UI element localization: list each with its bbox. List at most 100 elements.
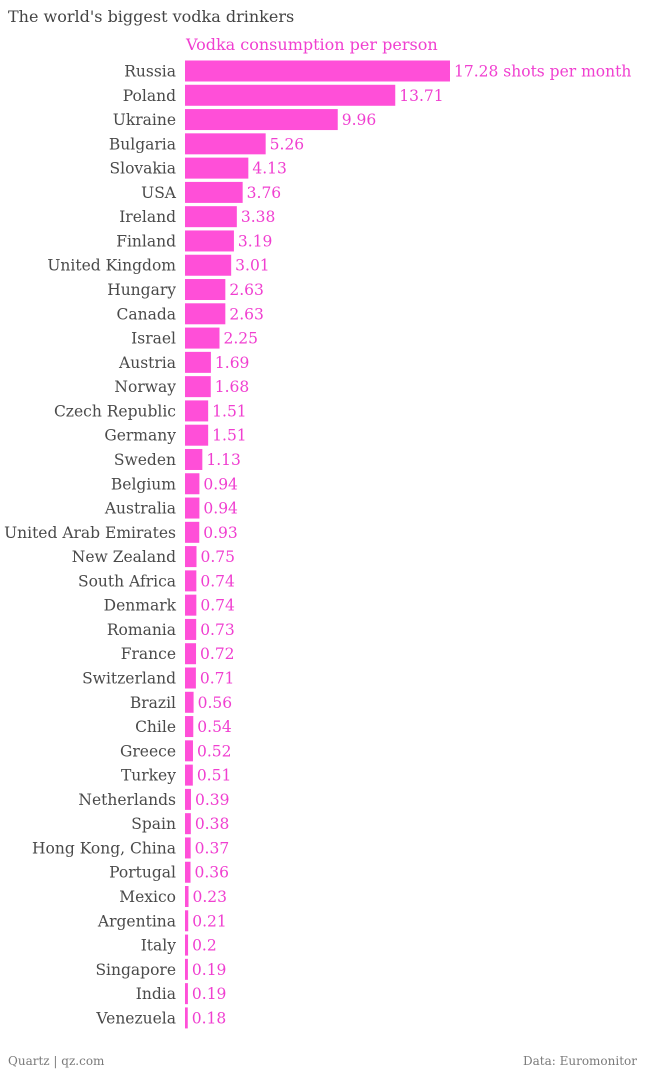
bar-row: Czech Republic 1.51 (54, 400, 247, 422)
value-label: 3.76 (247, 184, 282, 202)
bar (185, 109, 338, 131)
category-label: Spain (131, 815, 176, 833)
bar (185, 983, 188, 1005)
bar (185, 594, 197, 616)
bar (185, 157, 249, 179)
bar (185, 351, 211, 373)
category-label: Canada (117, 305, 177, 323)
bar-row: France 0.72 (121, 643, 235, 665)
value-label: 0.73 (200, 621, 235, 639)
bar (185, 84, 396, 106)
value-label: 0.93 (203, 524, 238, 542)
value-label: 0.75 (201, 548, 236, 566)
value-label: 0.38 (195, 815, 230, 833)
value-label: 0.23 (193, 888, 228, 906)
bar-row: Spain 0.38 (131, 813, 230, 835)
category-label: Germany (104, 427, 176, 445)
bar-row: Switzerland 0.71 (82, 667, 234, 689)
value-label: 1.68 (215, 378, 250, 396)
value-label: 0.74 (200, 597, 235, 615)
category-label: Netherlands (78, 791, 176, 809)
category-label: United Kingdom (47, 257, 176, 275)
category-label: Denmark (104, 597, 177, 615)
category-label: Norway (114, 378, 176, 396)
value-label: 2.63 (229, 281, 264, 299)
bar (185, 206, 237, 228)
category-label: South Africa (78, 572, 176, 590)
bar (185, 60, 450, 82)
bar-row: Romania 0.73 (107, 618, 235, 640)
bar-row: Russia 17.28 shots per month (124, 60, 631, 82)
bar (185, 400, 209, 422)
bar-row: Austria 1.69 (118, 351, 249, 373)
value-label: 1.13 (206, 451, 241, 469)
value-label: 0.37 (195, 839, 230, 857)
category-label: United Arab Emirates (4, 524, 176, 542)
category-label: Bulgaria (109, 135, 176, 153)
value-label: 9.96 (342, 111, 377, 129)
value-label: 1.51 (212, 427, 247, 445)
category-label: Israel (131, 330, 176, 348)
value-label: 17.28 shots per month (454, 63, 631, 81)
chart-title: The world's biggest vodka drinkers (8, 7, 295, 26)
bar (185, 546, 197, 568)
value-label: 0.19 (192, 985, 227, 1003)
bar (185, 521, 200, 543)
bar (185, 570, 197, 592)
category-label: Brazil (130, 694, 176, 712)
category-label: Chile (135, 718, 176, 736)
value-label: 2.25 (224, 330, 259, 348)
category-label: USA (141, 184, 177, 202)
bar-row: India 0.19 (136, 983, 227, 1005)
category-label: New Zealand (72, 548, 176, 566)
value-label: 0.51 (197, 767, 232, 785)
category-label: Portugal (109, 864, 176, 882)
bar-row: Brazil 0.56 (130, 691, 233, 713)
bar (185, 1007, 188, 1029)
category-label: France (121, 645, 176, 663)
bar (185, 934, 189, 956)
bar-row: Argentina 0.21 (97, 910, 227, 932)
bar-row: Mexico 0.23 (119, 886, 228, 908)
value-label: 4.13 (252, 160, 287, 178)
bar (185, 740, 193, 762)
bar-row: Finland 3.19 (116, 230, 272, 252)
category-label: Slovakia (110, 160, 177, 178)
category-label: Finland (116, 232, 176, 250)
category-label: Belgium (111, 475, 176, 493)
bar (185, 764, 193, 786)
value-label: 13.71 (399, 87, 443, 105)
bar (185, 327, 220, 349)
bar-row: Israel 2.25 (131, 327, 259, 349)
value-label: 0.56 (198, 694, 233, 712)
bar-row: Sweden 1.13 (114, 448, 241, 470)
bar (185, 813, 191, 835)
bar (185, 837, 191, 859)
bar-row: Portugal 0.36 (109, 861, 230, 883)
value-label: 0.94 (203, 475, 238, 493)
bar-row: USA 3.76 (141, 181, 282, 203)
value-label: 0.36 (195, 864, 230, 882)
value-label: 0.19 (192, 961, 227, 979)
bar (185, 643, 197, 665)
bar-row: Denmark 0.74 (104, 594, 235, 616)
category-label: Turkey (121, 767, 176, 785)
bar (185, 133, 266, 155)
bar (185, 376, 211, 398)
bar-row: Norway 1.68 (114, 376, 250, 398)
bar-row: Hong Kong, China 0.37 (32, 837, 230, 859)
value-label: 3.38 (241, 208, 276, 226)
bar-row: Greece 0.52 (120, 740, 231, 762)
category-label: Greece (120, 742, 176, 760)
bar-row: United Arab Emirates 0.93 (4, 521, 238, 543)
value-label: 1.51 (212, 402, 247, 420)
bar-row: Belgium 0.94 (111, 473, 238, 495)
data-source: Data: Euromonitor (522, 1054, 637, 1068)
bar (185, 424, 209, 446)
bar-row: Italy 0.2 (141, 934, 217, 956)
bar (185, 716, 194, 738)
bar (185, 618, 197, 640)
bar-row: Bulgaria 5.26 (109, 133, 304, 155)
value-label: 0.21 (192, 912, 227, 930)
bar (185, 473, 200, 495)
